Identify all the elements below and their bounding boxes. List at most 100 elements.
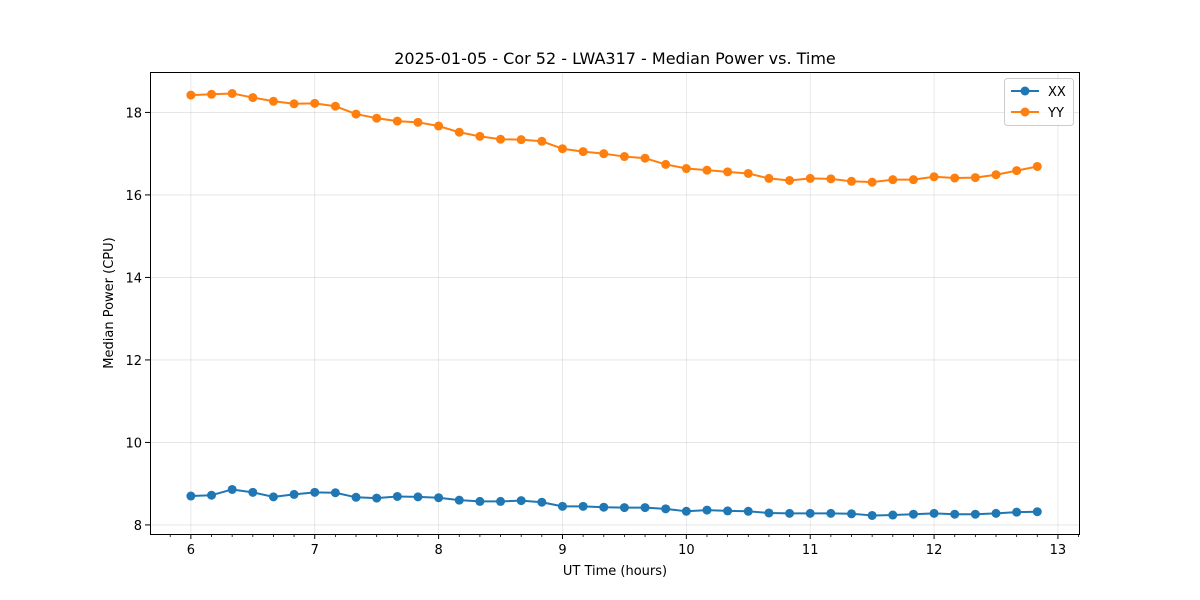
data-point-yy (289, 99, 299, 109)
data-point-xx (785, 508, 795, 518)
data-point-yy (330, 101, 340, 111)
data-point-yy (846, 176, 856, 186)
data-point-xx (392, 491, 402, 501)
data-point-xx (372, 493, 382, 503)
data-point-yy (207, 89, 217, 99)
data-point-xx (434, 493, 444, 503)
plot-series (186, 88, 1042, 520)
data-point-xx (723, 506, 733, 516)
y-tick-label: 10 (125, 436, 142, 451)
data-point-xx (454, 495, 464, 505)
data-point-xx (537, 497, 547, 507)
data-point-xx (413, 492, 423, 502)
x-axis-label: UT Time (hours) (563, 564, 667, 579)
data-point-yy (950, 173, 960, 183)
x-tick-label: 12 (926, 543, 943, 558)
legend-marker-xx (1020, 86, 1030, 96)
data-point-xx (661, 504, 671, 514)
y-tick-label: 14 (125, 271, 142, 286)
data-point-xx (640, 503, 650, 513)
data-point-yy (351, 109, 361, 119)
data-point-xx (557, 501, 567, 511)
data-point-yy (392, 116, 402, 126)
data-point-yy (619, 152, 629, 162)
data-point-yy (640, 153, 650, 163)
data-point-yy (1012, 166, 1022, 176)
y-tick-label: 16 (125, 189, 142, 204)
data-point-xx (743, 506, 753, 516)
grid (150, 72, 1079, 534)
data-point-yy (785, 175, 795, 185)
data-point-yy (475, 131, 485, 141)
data-point-yy (496, 134, 506, 144)
data-point-yy (372, 113, 382, 123)
y-tick-label: 12 (125, 354, 142, 369)
data-point-xx (867, 510, 877, 520)
data-point-yy (970, 173, 980, 183)
data-point-xx (227, 484, 237, 494)
data-point-yy (1032, 161, 1042, 171)
data-point-yy (268, 96, 278, 106)
x-tick-label: 7 (311, 543, 319, 558)
data-point-yy (186, 90, 196, 100)
data-point-yy (723, 167, 733, 177)
data-point-xx (991, 508, 1001, 518)
data-point-yy (929, 172, 939, 182)
data-point-xx (764, 508, 774, 518)
data-point-yy (764, 173, 774, 183)
legend: XX YY (1004, 78, 1074, 126)
data-point-xx (970, 509, 980, 519)
data-point-yy (578, 147, 588, 157)
data-point-yy (702, 165, 712, 175)
data-point-xx (846, 509, 856, 519)
data-point-yy (310, 98, 320, 108)
data-point-xx (1012, 507, 1022, 517)
data-point-yy (681, 164, 691, 174)
data-point-xx (929, 508, 939, 518)
data-point-yy (537, 136, 547, 146)
y-tick-label: 8 (134, 519, 142, 534)
chart-title: 2025-01-05 - Cor 52 - LWA317 - Median Po… (394, 49, 836, 68)
data-point-xx (186, 491, 196, 501)
data-point-xx (289, 489, 299, 499)
data-point-yy (805, 173, 815, 183)
data-point-xx (950, 509, 960, 519)
x-tick-label: 9 (558, 543, 566, 558)
data-point-xx (475, 496, 485, 506)
data-point-yy (413, 117, 423, 127)
data-point-yy (599, 149, 609, 159)
x-tick-label: 8 (434, 543, 442, 558)
data-point-xx (496, 496, 506, 506)
data-point-xx (578, 501, 588, 511)
x-tick-label: 11 (802, 543, 819, 558)
legend-marker-yy (1020, 107, 1030, 117)
data-point-yy (516, 135, 526, 145)
data-point-yy (888, 175, 898, 185)
data-point-xx (1032, 507, 1042, 517)
data-point-yy (434, 121, 444, 131)
data-point-yy (867, 177, 877, 187)
data-point-xx (330, 488, 340, 498)
ticks: 6 7 8 9 10 11 12 13 8 10 12 14 16 18 (125, 106, 1079, 558)
x-tick-label: 6 (187, 543, 195, 558)
data-point-yy (826, 174, 836, 184)
data-point-xx (516, 496, 526, 506)
legend-label-yy: YY (1047, 106, 1064, 121)
data-point-xx (681, 506, 691, 516)
data-point-xx (826, 508, 836, 518)
data-point-yy (908, 175, 918, 185)
data-point-yy (991, 170, 1001, 180)
plot-frame (150, 72, 1080, 535)
data-point-xx (888, 510, 898, 520)
data-point-yy (661, 159, 671, 169)
data-point-xx (908, 509, 918, 519)
y-axis-label: Median Power (CPU) (102, 237, 117, 368)
data-point-yy (743, 168, 753, 178)
data-point-yy (454, 127, 464, 137)
data-point-xx (351, 492, 361, 502)
data-point-xx (310, 487, 320, 497)
data-point-yy (557, 144, 567, 154)
x-tick-label: 13 (1050, 543, 1067, 558)
